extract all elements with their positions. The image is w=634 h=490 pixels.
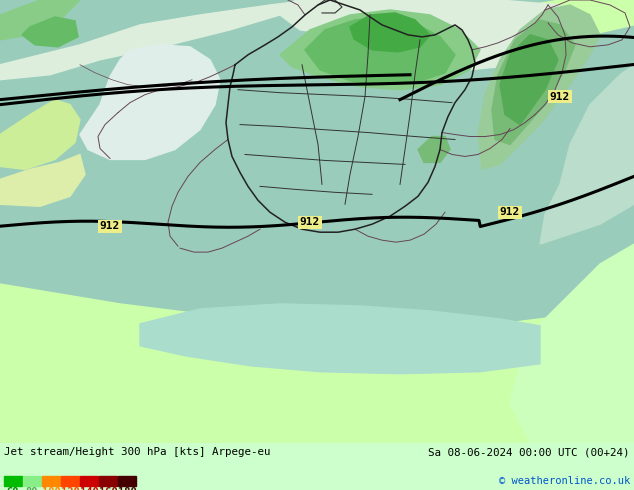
Bar: [118, 476, 136, 486]
Polygon shape: [0, 154, 85, 206]
Polygon shape: [500, 35, 558, 124]
Polygon shape: [350, 13, 430, 52]
Text: 100: 100: [42, 487, 60, 490]
Polygon shape: [0, 0, 310, 80]
Text: 912: 912: [550, 92, 570, 101]
Text: 912: 912: [100, 221, 120, 231]
Polygon shape: [22, 17, 78, 47]
Polygon shape: [80, 45, 220, 159]
Text: 912: 912: [300, 217, 320, 227]
Text: © weatheronline.co.uk: © weatheronline.co.uk: [499, 476, 630, 486]
Polygon shape: [478, 5, 600, 170]
Polygon shape: [305, 17, 455, 85]
Text: 160: 160: [99, 487, 117, 490]
Bar: [42, 476, 60, 486]
Text: 140: 140: [80, 487, 98, 490]
Polygon shape: [140, 304, 540, 374]
Text: 80: 80: [26, 487, 38, 490]
Text: Sa 08-06-2024 00:00 UTC (00+24): Sa 08-06-2024 00:00 UTC (00+24): [429, 447, 630, 458]
Polygon shape: [0, 284, 634, 443]
Text: 180: 180: [118, 487, 136, 490]
Polygon shape: [510, 244, 634, 443]
Bar: [99, 476, 117, 486]
Polygon shape: [480, 0, 634, 55]
Bar: [4, 476, 22, 486]
Polygon shape: [280, 0, 560, 70]
Polygon shape: [418, 137, 450, 162]
Text: 60: 60: [7, 487, 19, 490]
Bar: [61, 476, 79, 486]
Polygon shape: [492, 20, 575, 145]
Text: Jet stream/Height 300 hPa [kts] Arpege-eu: Jet stream/Height 300 hPa [kts] Arpege-e…: [4, 447, 271, 458]
Polygon shape: [540, 65, 634, 244]
Text: 912: 912: [500, 207, 520, 217]
Polygon shape: [280, 10, 480, 90]
Polygon shape: [0, 99, 80, 170]
Bar: [23, 476, 41, 486]
Polygon shape: [0, 0, 80, 40]
Text: 120: 120: [61, 487, 79, 490]
Bar: [80, 476, 98, 486]
